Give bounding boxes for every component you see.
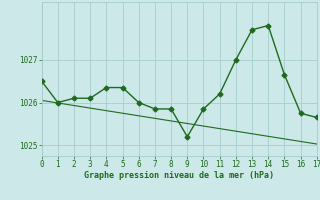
X-axis label: Graphe pression niveau de la mer (hPa): Graphe pression niveau de la mer (hPa) <box>84 171 274 180</box>
